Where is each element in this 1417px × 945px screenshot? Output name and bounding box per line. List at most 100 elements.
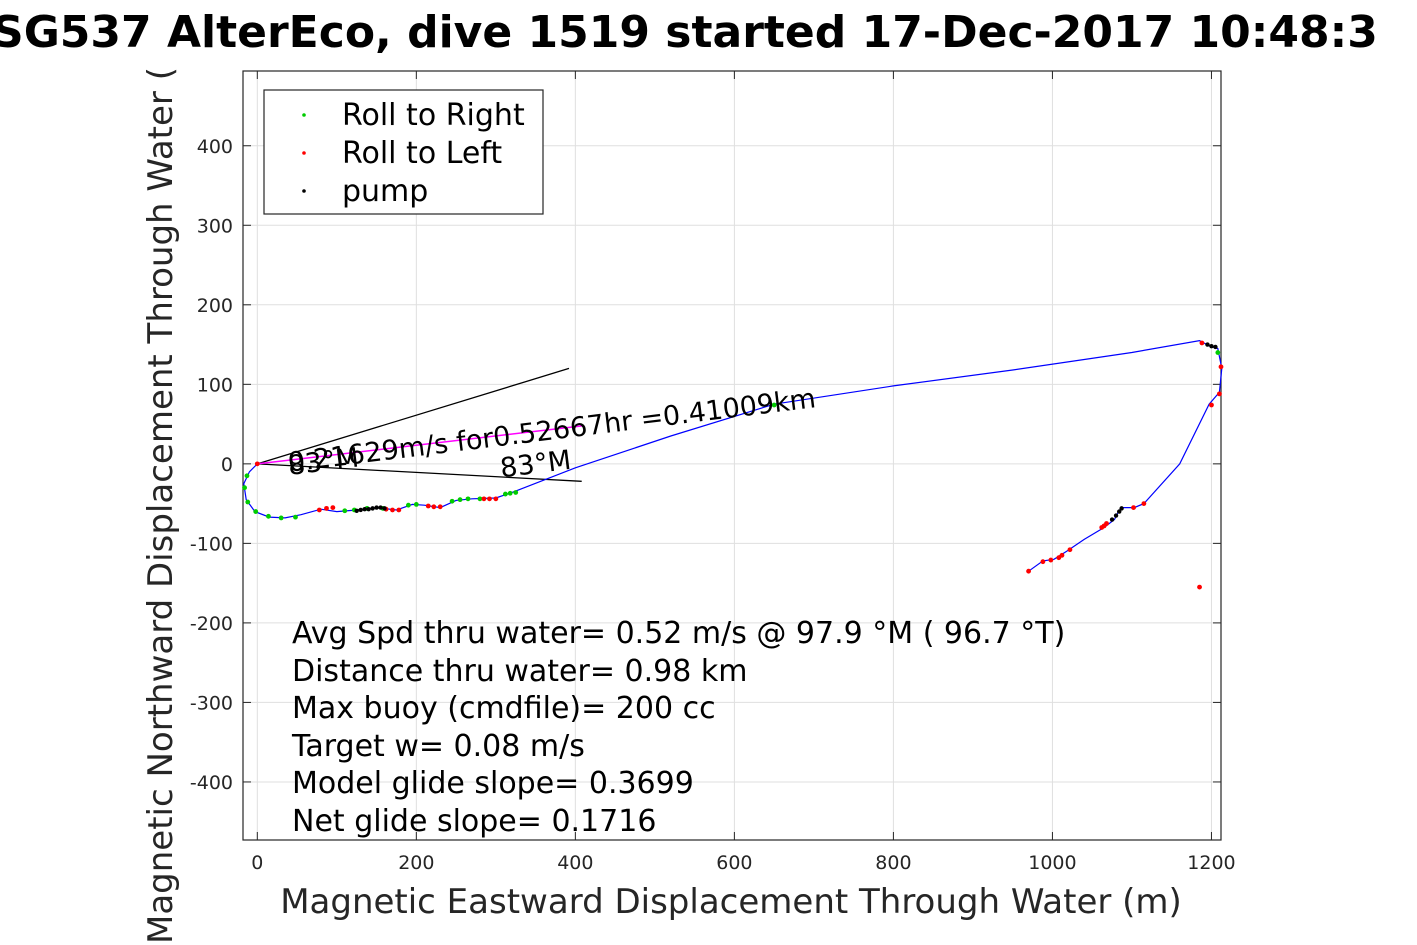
pump-point: [378, 505, 383, 510]
pump-point: [1117, 509, 1122, 514]
x-tick-label: 200: [398, 852, 434, 874]
roll-right-point: [266, 513, 271, 519]
y-tick-label: -100: [190, 533, 233, 555]
legend-box: [263, 89, 544, 215]
x-tick-label: 800: [875, 852, 911, 874]
roll-right-point: [1215, 350, 1221, 355]
roll-left-point: [1218, 364, 1224, 370]
roll-right-point: [278, 515, 284, 521]
roll-right-point: [293, 514, 298, 520]
roll-left-point: [1048, 557, 1054, 563]
roll-left-point: [1067, 547, 1073, 553]
y-tick-label: 400: [197, 136, 233, 158]
roll-left-point: [330, 505, 336, 510]
pump-point: [382, 506, 387, 511]
roll-right-point: [253, 509, 259, 514]
pump-point: [358, 507, 363, 513]
x-tick-label: 400: [557, 852, 593, 874]
roll-left-point: [1026, 568, 1031, 574]
roll-left-point: [1099, 525, 1105, 530]
roll-left-point: [316, 507, 322, 513]
y-tick-label: 300: [197, 215, 233, 237]
roll-left-point: [1141, 501, 1147, 507]
roll-left-point: [1199, 340, 1205, 346]
x-tick-label: 1000: [1028, 852, 1076, 874]
legend-label-pump: pump: [342, 174, 428, 209]
roll-right-point: [502, 491, 508, 497]
roll-left-point: [1131, 505, 1136, 510]
pump-point: [1109, 517, 1115, 522]
legend-marker-pump: [302, 189, 306, 193]
legend: Roll to Right Roll to Left pump: [263, 89, 544, 215]
heading-line: [257, 463, 582, 482]
roll-right-point: [457, 497, 463, 503]
x-tick-label: 0: [251, 852, 263, 874]
roll-left-point: [487, 496, 492, 502]
stat-model-glide-slope: Model glide slope= 0.3699: [292, 766, 694, 801]
roll-right-point: [413, 502, 419, 507]
y-axis-label: Magnetic Northward Displacement Through …: [141, 67, 181, 944]
y-tick-label: 0: [221, 454, 233, 476]
pump-point: [362, 506, 367, 512]
x-tick-label: 1200: [1187, 852, 1235, 874]
roll-right-point: [465, 496, 471, 502]
pump-point: [1205, 342, 1210, 347]
stats-text-block: Avg Spd thru water= 0.52 m/s @ 97.9 °M (…: [291, 616, 1065, 839]
roll-right-point: [507, 490, 513, 496]
stat-target-w: Target w= 0.08 m/s: [291, 729, 585, 764]
legend-label-roll-left: Roll to Left: [342, 136, 502, 171]
y-tick-label: 200: [197, 295, 233, 317]
roll-right-point: [242, 485, 247, 491]
stat-max-buoy: Max buoy (cmdfile)= 200 cc: [292, 691, 716, 726]
roll-left-point: [481, 496, 487, 502]
stat-avg-speed: Avg Spd thru water= 0.52 m/s @ 97.9 °M (…: [292, 616, 1065, 651]
y-tick-label: 100: [197, 374, 233, 396]
y-tick-label: -200: [190, 613, 233, 635]
roll-left-point: [437, 504, 443, 510]
pump-point: [1119, 506, 1124, 511]
roll-right-point: [477, 496, 483, 502]
roll-right-point: [245, 499, 251, 505]
roll-right-point: [513, 490, 519, 495]
roll-left-point: [254, 461, 260, 467]
y-tick-label: -400: [190, 772, 233, 794]
pump-point: [366, 506, 371, 512]
roll-left-point: [390, 507, 395, 513]
pump-point: [374, 505, 379, 510]
roll-left-point: [324, 505, 329, 511]
roll-left-point: [1040, 559, 1046, 565]
current-vector-line: [257, 424, 584, 465]
legend-label-roll-right: Roll to Right: [342, 98, 525, 133]
roll-right-point: [771, 402, 777, 408]
y-tick-label: -300: [190, 692, 233, 714]
roll-left-point: [1217, 391, 1222, 397]
roll-left-point: [493, 496, 499, 502]
roll-left-point: [1209, 402, 1214, 408]
stat-distance: Distance thru water= 0.98 km: [292, 654, 747, 689]
pump-point: [354, 508, 359, 513]
x-axis-label: Magnetic Eastward Displacement Through W…: [280, 882, 1182, 922]
axis-ticks: 0 200 400 600 800 1000 1200 -400 -300 -200 -100 0 10…: [190, 71, 1236, 874]
roll-left-point: [396, 507, 402, 513]
roll-right-point: [405, 502, 411, 508]
x-tick-label: 600: [716, 852, 752, 874]
data-layer: [242, 339, 1224, 590]
legend-marker-roll-right: [302, 113, 306, 117]
pump-point: [1113, 513, 1119, 518]
pump-point: [1209, 343, 1214, 349]
roll-left-point: [431, 504, 437, 510]
roll-right-point: [244, 473, 250, 479]
stat-net-glide-slope: Net glide slope= 0.1716: [292, 804, 656, 839]
roll-right-point: [342, 508, 348, 514]
pump-point: [1213, 344, 1218, 350]
legend-marker-roll-left: [302, 151, 306, 155]
pump-point: [370, 506, 375, 511]
roll-left-point: [1056, 555, 1062, 561]
roll-right-point: [449, 498, 455, 504]
roll-left-point: [1197, 584, 1202, 590]
grid: [243, 71, 1221, 840]
plot-area-frame: [242, 70, 1222, 841]
heading-line: [257, 367, 570, 465]
